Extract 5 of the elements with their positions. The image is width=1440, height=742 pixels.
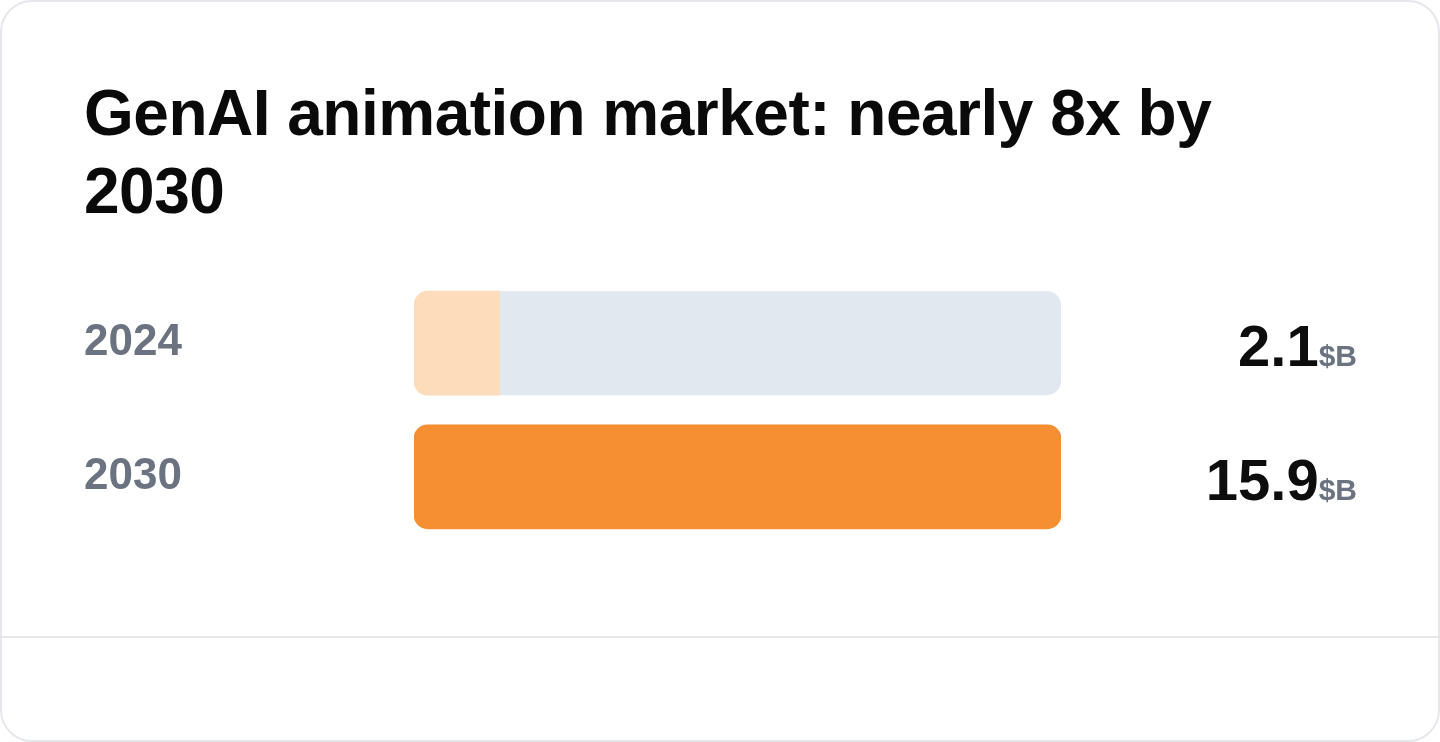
y-tick-label: 2024: [84, 315, 183, 365]
data-label: 2.1$B: [1238, 313, 1358, 379]
data-label: 15.9$B: [1205, 446, 1358, 512]
chart-title: GenAI animation market: nearly 8x by 2030: [84, 76, 1213, 229]
y-tick-label: 2030: [84, 448, 182, 498]
